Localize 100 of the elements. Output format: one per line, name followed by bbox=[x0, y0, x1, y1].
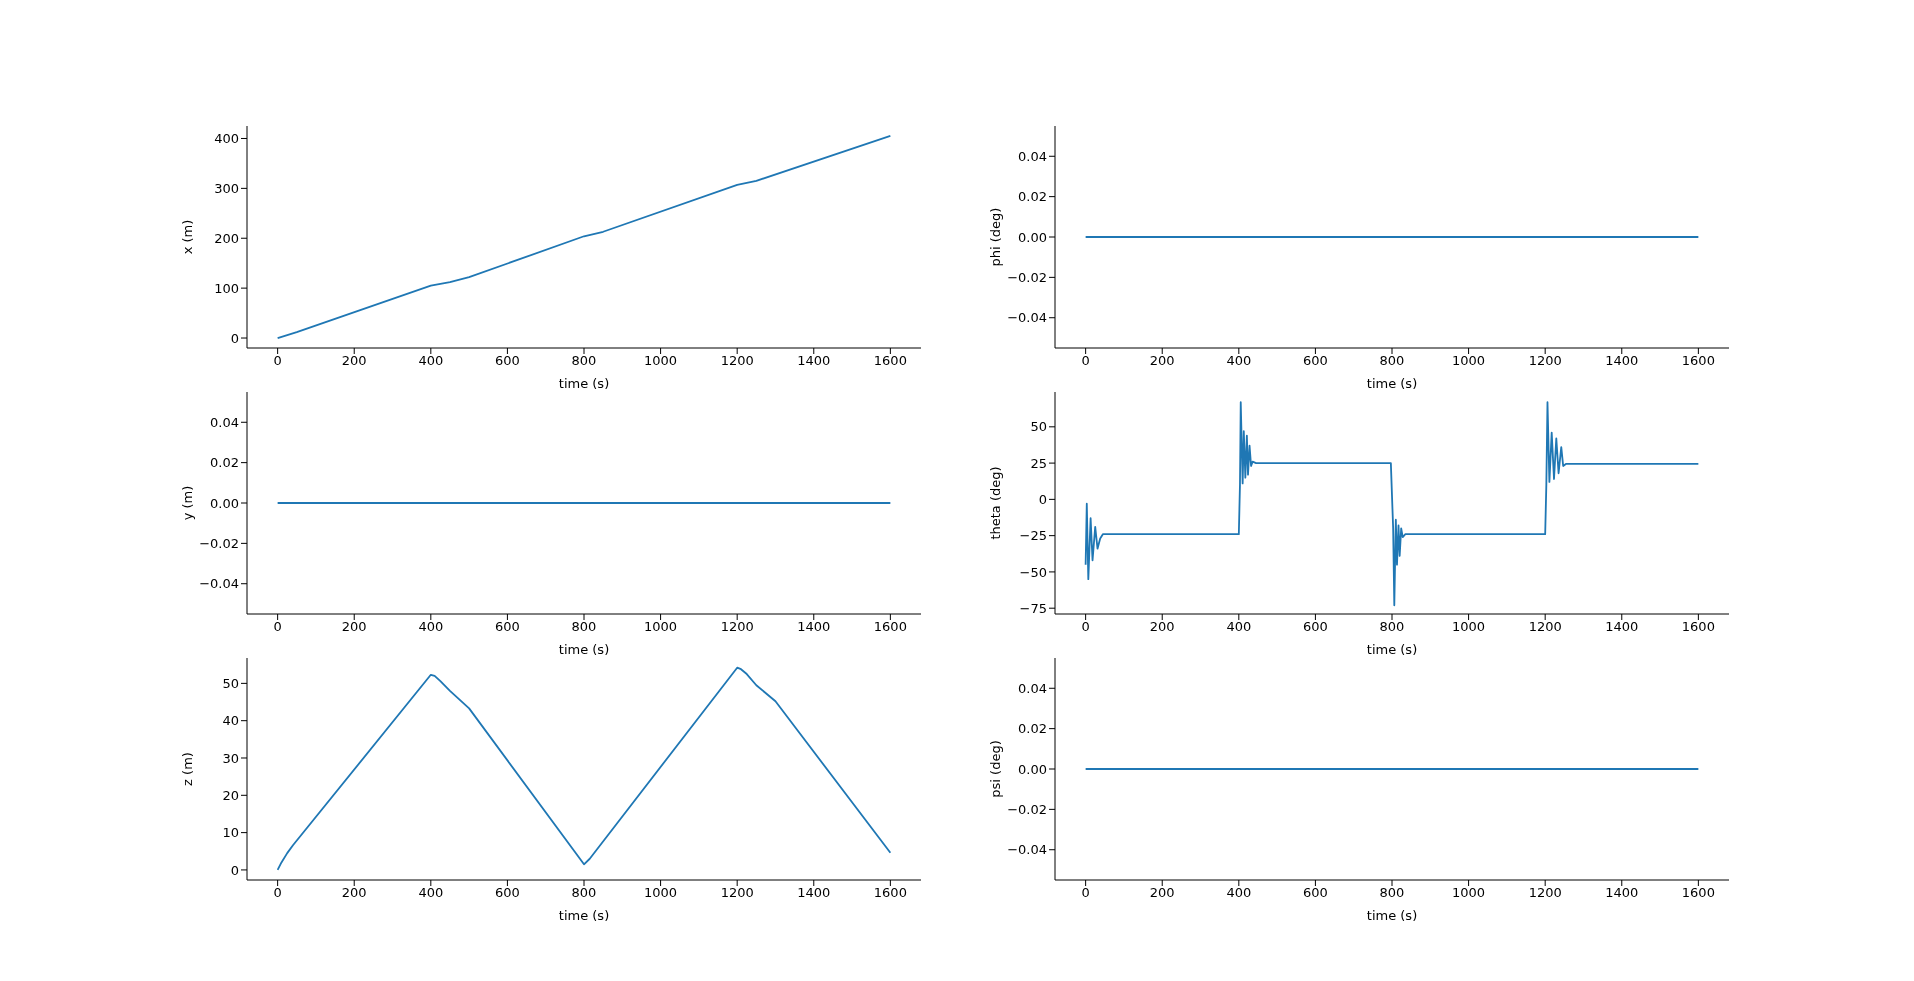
y-tick-label: −0.02 bbox=[1007, 269, 1047, 285]
y-tick-label: −0.04 bbox=[1007, 310, 1047, 326]
x-tick-label: 1600 bbox=[1681, 885, 1715, 901]
y-axis-title: z (m) bbox=[179, 752, 195, 786]
y-tick-label: 50 bbox=[222, 675, 239, 691]
x-tick-label: 0 bbox=[1081, 353, 1090, 369]
line-series bbox=[276, 666, 892, 871]
x-tick-label: 1400 bbox=[1605, 619, 1639, 635]
y-tick-label: −0.02 bbox=[1007, 801, 1047, 817]
x-tick-label: 800 bbox=[1379, 619, 1405, 635]
x-tick-label: 200 bbox=[341, 885, 367, 901]
y-tick-label: −50 bbox=[1019, 564, 1047, 580]
x-tick-label: 1000 bbox=[1452, 885, 1486, 901]
x-tick-label: 0 bbox=[273, 353, 282, 369]
y-tick-label: 25 bbox=[1030, 455, 1047, 471]
x-tick-label: 400 bbox=[418, 885, 444, 901]
y-tick-label: 20 bbox=[222, 787, 239, 803]
x-tick-label: 800 bbox=[1379, 885, 1405, 901]
y-tick-label: 0 bbox=[230, 330, 239, 346]
x-tick-label: 0 bbox=[273, 619, 282, 635]
x-axis-title: time (s) bbox=[1366, 376, 1418, 391]
x-tick-label: 600 bbox=[1302, 885, 1328, 901]
x-tick-label: 200 bbox=[341, 353, 367, 369]
x-tick-label: 800 bbox=[571, 353, 597, 369]
y-axis-title: psi (deg) bbox=[987, 740, 1003, 798]
x-tick-label: 1400 bbox=[1605, 353, 1639, 369]
y-axis-title: y (m) bbox=[179, 485, 195, 521]
x-tick-label: 600 bbox=[1302, 619, 1328, 635]
x-tick-label: 1000 bbox=[1452, 619, 1486, 635]
x-tick-label: 200 bbox=[341, 619, 367, 635]
x-tick-label: 400 bbox=[1226, 885, 1252, 901]
x-tick-label: 600 bbox=[495, 619, 520, 635]
y-tick-label: −0.02 bbox=[199, 535, 239, 551]
y-tick-label: 0.04 bbox=[210, 414, 239, 430]
x-tick-label: 400 bbox=[1226, 619, 1252, 635]
x-tick-label: 1600 bbox=[873, 619, 907, 635]
x-tick-label: 1200 bbox=[720, 353, 754, 369]
y-tick-label: 100 bbox=[214, 280, 239, 296]
y-tick-label: 0 bbox=[1038, 491, 1047, 507]
x-tick-label: 600 bbox=[1302, 353, 1328, 369]
x-tick-label: 600 bbox=[495, 353, 520, 369]
y-tick-label: 0.00 bbox=[210, 495, 239, 511]
x-tick-label: 1000 bbox=[644, 885, 678, 901]
x-axis-title: time (s) bbox=[1366, 908, 1418, 923]
x-tick-label: 1200 bbox=[1528, 353, 1562, 369]
x-tick-label: 1400 bbox=[797, 619, 831, 635]
x-tick-label: 0 bbox=[1081, 885, 1090, 901]
x-tick-label: 200 bbox=[1149, 885, 1175, 901]
line-series bbox=[1084, 401, 1700, 607]
x-tick-label: 1400 bbox=[797, 885, 831, 901]
y-tick-label: 200 bbox=[214, 230, 239, 246]
x-axis-title: time (s) bbox=[1366, 642, 1418, 657]
y-axis-title: x (m) bbox=[179, 219, 195, 255]
x-tick-label: 1600 bbox=[1681, 619, 1715, 635]
y-tick-label: 40 bbox=[222, 713, 239, 729]
y-tick-label: 400 bbox=[214, 131, 239, 147]
x-tick-label: 400 bbox=[1226, 353, 1252, 369]
y-tick-label: 0 bbox=[230, 862, 239, 878]
y-tick-label: −0.04 bbox=[199, 576, 239, 592]
y-tick-label: −25 bbox=[1019, 528, 1047, 544]
x-tick-label: 800 bbox=[571, 885, 597, 901]
x-tick-label: 600 bbox=[495, 885, 520, 901]
y-tick-label: 300 bbox=[214, 180, 239, 196]
y-tick-label: −0.04 bbox=[1007, 842, 1047, 858]
line-series bbox=[276, 135, 892, 339]
x-axis-title: time (s) bbox=[558, 908, 610, 923]
x-tick-label: 1600 bbox=[873, 353, 907, 369]
y-tick-label: −75 bbox=[1019, 600, 1047, 616]
x-tick-label: 1000 bbox=[644, 619, 678, 635]
x-axis-title: time (s) bbox=[558, 642, 610, 657]
y-axis-title: theta (deg) bbox=[987, 466, 1003, 540]
x-tick-label: 1200 bbox=[720, 885, 754, 901]
y-tick-label: 0.02 bbox=[1018, 721, 1047, 737]
x-tick-label: 1600 bbox=[873, 885, 907, 901]
y-tick-label: 0.00 bbox=[1018, 229, 1047, 245]
y-tick-label: 0.04 bbox=[1018, 680, 1047, 696]
x-tick-label: 400 bbox=[418, 353, 444, 369]
x-axis-title: time (s) bbox=[558, 376, 610, 391]
y-tick-label: 0.02 bbox=[210, 455, 239, 471]
x-tick-label: 800 bbox=[1379, 353, 1405, 369]
x-tick-label: 800 bbox=[571, 619, 597, 635]
x-tick-label: 1200 bbox=[1528, 885, 1562, 901]
y-tick-label: 50 bbox=[1030, 419, 1047, 435]
x-tick-label: 1200 bbox=[1528, 619, 1562, 635]
y-tick-label: 10 bbox=[222, 825, 239, 841]
x-tick-label: 1400 bbox=[797, 353, 831, 369]
x-tick-label: 1400 bbox=[1605, 885, 1639, 901]
x-tick-label: 400 bbox=[418, 619, 444, 635]
x-tick-label: 0 bbox=[1081, 619, 1090, 635]
y-tick-label: 0.04 bbox=[1018, 148, 1047, 164]
x-tick-label: 200 bbox=[1149, 619, 1175, 635]
y-tick-label: 0.00 bbox=[1018, 761, 1047, 777]
y-tick-label: 30 bbox=[222, 750, 239, 766]
y-axis-title: phi (deg) bbox=[987, 207, 1003, 267]
x-tick-label: 1000 bbox=[1452, 353, 1486, 369]
y-tick-label: 0.02 bbox=[1018, 189, 1047, 205]
x-tick-label: 1000 bbox=[644, 353, 678, 369]
x-tick-label: 1200 bbox=[720, 619, 754, 635]
x-tick-label: 1600 bbox=[1681, 353, 1715, 369]
x-tick-label: 200 bbox=[1149, 353, 1175, 369]
